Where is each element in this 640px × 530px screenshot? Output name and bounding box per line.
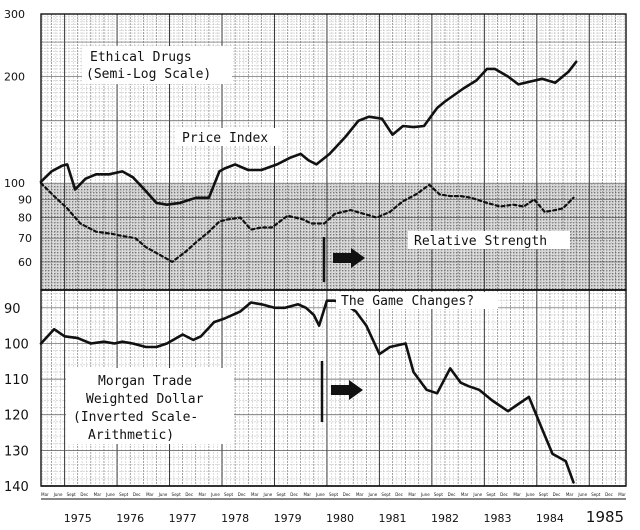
x-tick-label: 1978 bbox=[221, 512, 249, 525]
x-tick-label: 1977 bbox=[169, 512, 197, 525]
month-label: Dec bbox=[553, 492, 561, 497]
series-layer bbox=[39, 60, 578, 484]
x-tick-label: 1975 bbox=[64, 512, 92, 525]
month-label: Sept bbox=[119, 492, 129, 497]
month-label: June bbox=[158, 492, 168, 497]
y-tick-label: 60 bbox=[18, 256, 32, 269]
month-label: Sept bbox=[329, 492, 339, 497]
y-tick-label: 140 bbox=[4, 480, 29, 495]
y-axis-ticks: 300 200 100 90 80 70 60 90 100 110 120 130 140 bbox=[4, 8, 32, 495]
month-label: June bbox=[105, 492, 115, 497]
month-label: Dec bbox=[605, 492, 613, 497]
month-label: Sept bbox=[67, 492, 77, 497]
month-label: Sept bbox=[224, 492, 234, 497]
month-label: Mar bbox=[94, 492, 102, 497]
month-label: Mar bbox=[146, 492, 154, 497]
series-relative-strength bbox=[39, 182, 575, 263]
x-axis-years: 1975 1976 1977 1978 1979 1980 1981 1982 1983 1984… bbox=[64, 508, 624, 526]
month-label: Mar bbox=[303, 492, 311, 497]
month-label: June bbox=[315, 492, 325, 497]
y-tick-label: 300 bbox=[4, 8, 25, 21]
month-label: Sept bbox=[172, 492, 182, 497]
x-tick-label: 1979 bbox=[274, 512, 302, 525]
month-label: Dec bbox=[500, 492, 508, 497]
month-label: June bbox=[577, 492, 587, 497]
month-label: Dec bbox=[133, 492, 141, 497]
month-label: June bbox=[472, 492, 482, 497]
y-tick-label: 110 bbox=[4, 373, 29, 388]
month-label: Mar bbox=[41, 492, 49, 497]
game-changes-label: The Game Changes? bbox=[341, 294, 474, 309]
relative-strength-label: Relative Strength bbox=[414, 234, 547, 249]
month-label: Mar bbox=[513, 492, 521, 497]
month-label: Dec bbox=[80, 492, 88, 497]
y-tick-label: 130 bbox=[4, 444, 29, 459]
arrow-right-icon bbox=[331, 380, 363, 400]
month-label: Dec bbox=[185, 492, 193, 497]
month-strip: Mar June Sept Dec Mar June Sept Dec Mar June Sept D… bbox=[41, 485, 626, 500]
month-label: Dec bbox=[343, 492, 351, 497]
y-tick-label: 100 bbox=[4, 337, 29, 352]
x-tick-label: 1981 bbox=[379, 512, 407, 525]
month-label: Mar bbox=[199, 492, 207, 497]
month-label: Sept bbox=[276, 492, 286, 497]
x-tick-label: 1983 bbox=[483, 512, 511, 525]
x-tick-label: 1985 bbox=[586, 508, 624, 526]
morgan-title-line3: (Inverted Scale- bbox=[73, 410, 198, 425]
month-label: June bbox=[525, 492, 535, 497]
morgan-title-line1: Morgan Trade bbox=[98, 374, 192, 389]
arrow-right-icon bbox=[333, 248, 365, 268]
month-label: Mar bbox=[618, 492, 626, 497]
month-label: June bbox=[420, 492, 430, 497]
y-tick-label: 90 bbox=[18, 193, 32, 206]
month-label: Mar bbox=[251, 492, 259, 497]
drug-title-line1: Ethical Drugs bbox=[90, 50, 192, 65]
x-tick-label: 1980 bbox=[326, 512, 354, 525]
month-label: June bbox=[263, 492, 273, 497]
month-label: Sept bbox=[381, 492, 391, 497]
month-label: Sept bbox=[591, 492, 601, 497]
month-label: Sept bbox=[486, 492, 496, 497]
series-price-index bbox=[39, 60, 578, 206]
drug-title-line2: (Semi-Log Scale) bbox=[86, 67, 211, 82]
month-label: Sept bbox=[434, 492, 444, 497]
morgan-title-line2: Weighted Dollar bbox=[86, 392, 204, 407]
series-trade-weighted-dollar bbox=[39, 299, 575, 484]
y-tick-label: 200 bbox=[4, 70, 25, 83]
morgan-title-line4: Arithmetic) bbox=[88, 428, 174, 443]
y-tick-label: 120 bbox=[4, 409, 29, 424]
month-label: June bbox=[367, 492, 377, 497]
x-tick-label: 1984 bbox=[536, 512, 564, 525]
month-label: Mar bbox=[461, 492, 469, 497]
y-tick-label: 80 bbox=[18, 212, 32, 225]
y-tick-label: 70 bbox=[18, 232, 32, 245]
y-tick-label: 90 bbox=[4, 302, 21, 317]
month-label: Mar bbox=[356, 492, 364, 497]
month-label: Dec bbox=[395, 492, 403, 497]
month-label: June bbox=[53, 492, 63, 497]
month-label: Sept bbox=[539, 492, 549, 497]
month-label: Dec bbox=[290, 492, 298, 497]
price-index-label: Price Index bbox=[182, 131, 268, 146]
month-label: Mar bbox=[408, 492, 416, 497]
month-label: Dec bbox=[238, 492, 246, 497]
y-tick-label: 100 bbox=[4, 177, 25, 190]
x-tick-label: 1976 bbox=[116, 512, 144, 525]
month-label: Dec bbox=[448, 492, 456, 497]
month-label: June bbox=[210, 492, 220, 497]
month-label: Mar bbox=[566, 492, 574, 497]
x-tick-label: 1982 bbox=[431, 512, 459, 525]
